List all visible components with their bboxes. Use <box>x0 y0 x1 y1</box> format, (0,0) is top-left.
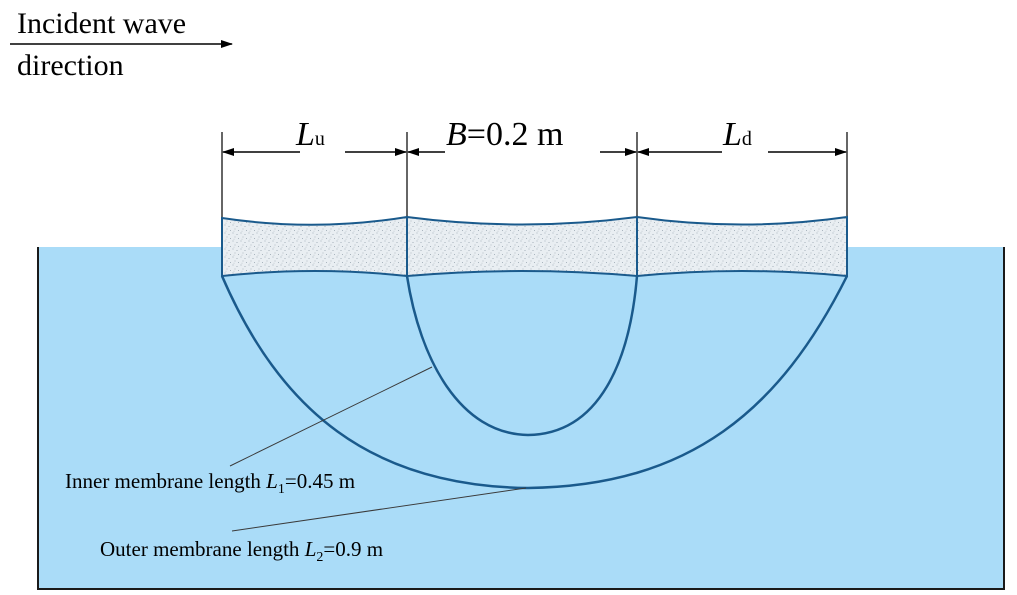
dimension-label-lu: Lu <box>295 116 325 153</box>
outer-label-value: =0.9 m <box>323 537 383 561</box>
b-symbol: B <box>446 116 467 153</box>
pontoon-middle <box>406 215 638 278</box>
outer-membrane <box>220 275 849 490</box>
inner-label-subscript: 1 <box>278 482 285 497</box>
outer-label-symbol: L <box>304 537 317 561</box>
lu-subscript: u <box>315 128 325 150</box>
dimension-label-b: B=0.2 m <box>446 116 563 153</box>
outer-label-prefix: Outer membrane length <box>100 537 305 561</box>
inner-label-symbol: L <box>265 469 278 493</box>
leader-line-inner <box>229 366 433 467</box>
water-body <box>38 247 1005 590</box>
pontoon-downstream <box>636 215 848 278</box>
dimension-label-ld: Ld <box>722 116 752 153</box>
lu-symbol: L <box>295 116 315 153</box>
inner-membrane-label: Inner membrane length L1=0.45 m <box>65 469 355 497</box>
tank-wall <box>37 247 1005 590</box>
b-value: =0.2 m <box>467 116 564 153</box>
pontoon-upstream <box>221 215 408 278</box>
inner-label-prefix: Inner membrane length <box>65 469 266 493</box>
wave-direction-line1: Incident wave <box>17 7 186 40</box>
outer-membrane-label: Outer membrane length L2=0.9 m <box>100 537 383 565</box>
ld-symbol: L <box>722 116 742 153</box>
leader-line-outer <box>231 487 527 532</box>
wave-direction-line2: direction <box>17 49 124 82</box>
inner-membrane <box>405 275 639 437</box>
ld-subscript: d <box>742 128 752 150</box>
inner-label-value: =0.45 m <box>285 469 355 493</box>
outer-label-subscript: 2 <box>316 550 323 565</box>
